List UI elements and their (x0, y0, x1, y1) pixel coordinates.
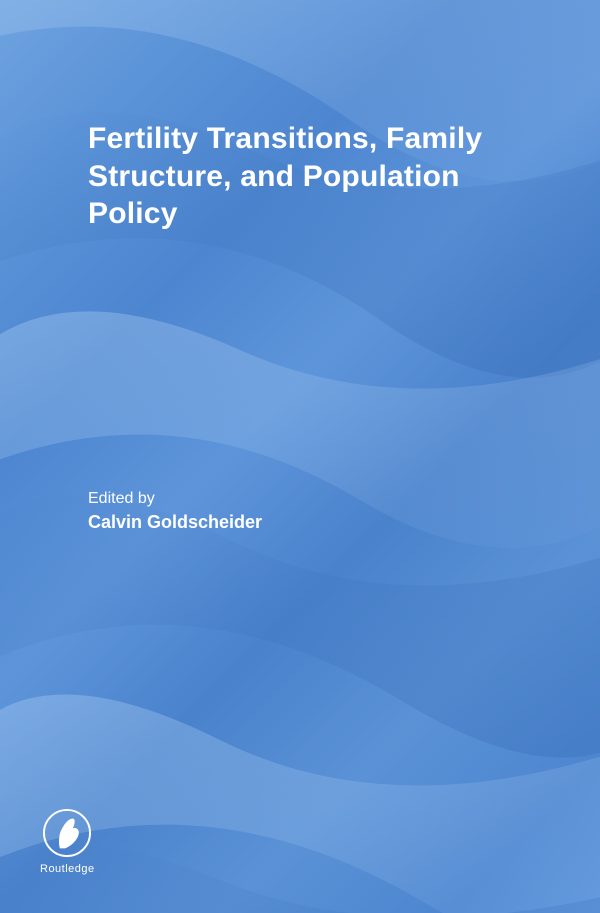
publisher-name: Routledge (40, 863, 95, 875)
publisher-block: Routledge (40, 809, 95, 875)
edited-by-label: Edited by (88, 490, 262, 508)
book-title: Fertility Transitions, Family Structure,… (88, 120, 540, 233)
title-block: Fertility Transitions, Family Structure,… (88, 120, 540, 233)
editor-block: Edited by Calvin Goldscheider (88, 490, 262, 533)
routledge-profile-icon (43, 809, 91, 857)
editor-name: Calvin Goldscheider (88, 512, 262, 533)
book-cover: Fertility Transitions, Family Structure,… (0, 0, 600, 913)
